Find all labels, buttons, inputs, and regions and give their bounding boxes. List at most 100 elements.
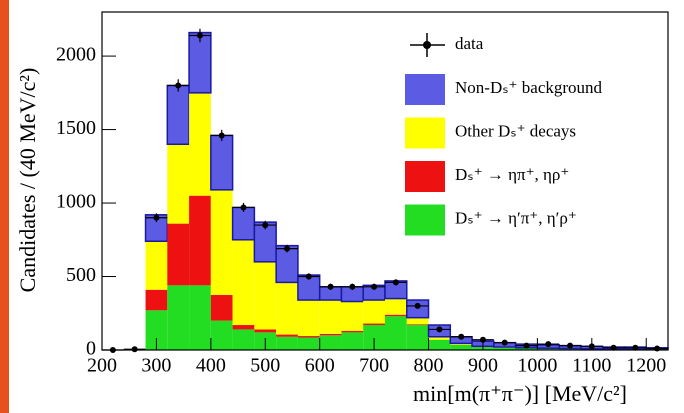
histogram-bar (385, 316, 407, 350)
data-point (262, 222, 269, 229)
histogram-bar (319, 333, 342, 336)
data-point (240, 204, 247, 211)
histogram-bar (254, 261, 277, 330)
legend-label: Non-Dₛ⁺ background (455, 78, 603, 97)
histogram-bar (210, 189, 233, 295)
histogram-bar (363, 300, 385, 324)
histogram-bar (406, 317, 429, 325)
histogram-bar (319, 300, 342, 334)
data-point (654, 345, 661, 352)
y-tick-label: 2000 (56, 44, 96, 66)
histogram-bar (341, 330, 364, 333)
legend-swatch (405, 204, 445, 236)
data-point (175, 82, 182, 89)
histogram-bar (450, 344, 473, 350)
x-tick-label: 600 (305, 355, 335, 377)
data-point (349, 283, 356, 290)
histogram-bar (166, 84, 190, 146)
histogram-bar (297, 300, 320, 337)
histogram-bar (145, 289, 168, 311)
y-tick-label: 1500 (56, 117, 96, 139)
data-point (218, 132, 225, 139)
y-tick-label: 500 (66, 264, 96, 286)
histogram-bar (145, 241, 168, 290)
histogram-bar (406, 325, 429, 350)
histogram-bar (297, 336, 320, 338)
data-point (392, 279, 399, 286)
x-tick-label: 300 (141, 355, 171, 377)
histogram-bar (167, 285, 190, 350)
legend-label: data (455, 34, 484, 53)
data-point (284, 245, 291, 252)
side-stripe (0, 0, 9, 413)
histogram-bar (276, 336, 298, 350)
histogram-bar (254, 329, 277, 333)
legend-label: Dₛ⁺ → η′π⁺, η′ρ⁺ (455, 208, 577, 227)
plot-frame (101, 11, 669, 351)
histogram-bar (363, 325, 385, 350)
data-point (305, 273, 312, 280)
y-tick-label: 0 (86, 338, 96, 360)
histogram-bar (515, 348, 538, 350)
histogram-bar (145, 310, 168, 350)
data-point (196, 32, 203, 39)
histogram-bar (276, 282, 298, 335)
x-tick-label: 700 (359, 355, 389, 377)
histogram-bar (210, 320, 233, 350)
legend-swatch (405, 117, 445, 149)
histogram-bar (363, 323, 385, 326)
data-point (545, 341, 552, 348)
histogram-bar (232, 329, 255, 350)
data-point (327, 283, 334, 290)
histogram-bar (297, 337, 320, 350)
histogram-bar (232, 325, 255, 330)
histogram-bar (167, 144, 190, 224)
histogram-bar (189, 92, 211, 196)
histogram-bar (231, 206, 256, 241)
histogram-bar (232, 239, 255, 326)
data-point (371, 283, 378, 290)
histogram-bar (167, 223, 190, 286)
y-axis-label: Candidates / (40 MeV/c²) (15, 68, 40, 293)
legend-swatch (405, 74, 445, 105)
histogram-bar (319, 335, 342, 350)
legend-label: Dₛ⁺ → ηπ⁺, ηρ⁺ (455, 165, 569, 184)
histogram-bar (210, 294, 233, 321)
x-axis-label: min[m(π⁺π⁻)] [MeV/c²] (413, 381, 627, 406)
data-point (567, 342, 574, 349)
x-tick-label: 900 (468, 355, 498, 377)
histogram-bar (189, 285, 211, 350)
x-tick-label: 200 (87, 355, 117, 377)
x-tick-label: 500 (250, 355, 280, 377)
data-point (501, 339, 508, 346)
x-tick-label: 1200 (626, 355, 666, 377)
data-point (153, 214, 160, 221)
x-tick-label: 400 (196, 355, 226, 377)
legend-swatch (405, 161, 445, 192)
histogram-bar (537, 348, 560, 350)
data-point (458, 333, 465, 340)
histogram-bar (428, 339, 451, 350)
data-point (523, 342, 530, 349)
histogram-bar (406, 324, 429, 326)
histogram-bar (210, 134, 234, 191)
data-point (632, 344, 639, 351)
x-tick-label: 1100 (572, 355, 611, 377)
y-tick-label: 1000 (56, 191, 96, 213)
histogram-bar (493, 347, 516, 350)
legend-label: Other Dₛ⁺ decays (455, 121, 576, 140)
histogram-bar (428, 336, 451, 340)
histogram-bar (341, 332, 364, 350)
histogram-bar (385, 298, 407, 315)
histogram-bar (385, 314, 407, 317)
data-point (436, 326, 443, 333)
data-point (610, 344, 617, 351)
x-tick-label: 800 (414, 355, 444, 377)
data-point (414, 302, 421, 309)
histogram-bar (189, 195, 211, 286)
x-tick-label: 1000 (517, 355, 557, 377)
histogram-bar (341, 301, 364, 331)
histogram-bar (276, 334, 298, 337)
data-point (131, 346, 138, 353)
